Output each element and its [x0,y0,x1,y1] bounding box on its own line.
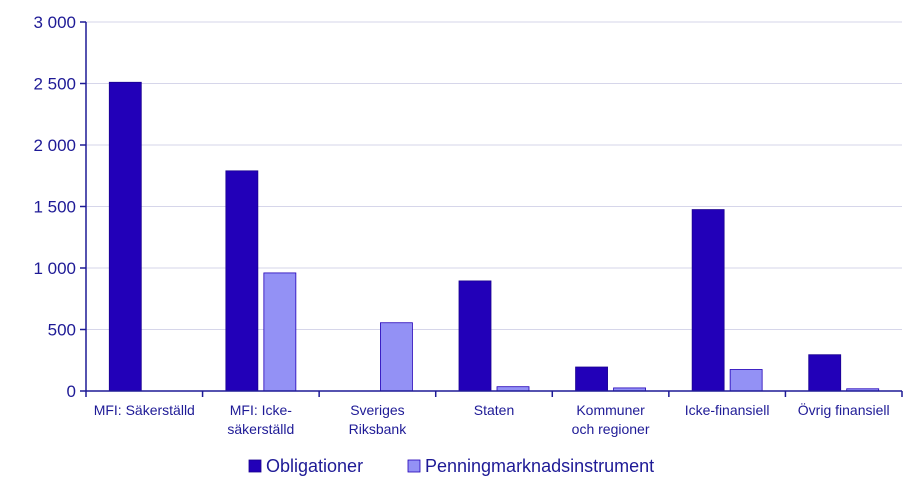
y-tick-label: 1 000 [33,259,76,278]
axes [80,21,903,397]
y-tick-label: 3 000 [33,13,76,32]
x-category-label: Sveriges Riksbank [349,402,408,437]
bar-obligationer [458,280,492,392]
x-category-label: Staten [474,402,514,418]
bar-obligationer [225,170,259,392]
bar-obligationer [575,366,608,392]
legend-label: Penningmarknadsinstrument [425,456,654,476]
y-tick-label: 0 [67,382,76,401]
y-tick-label: 500 [48,321,76,340]
grid-lines [86,21,902,330]
y-tick-label: 2 500 [33,75,76,94]
bar-penningmarknadsinstrument [263,272,297,392]
legend: Obligationer Penningmarknadsinstrument [248,456,654,476]
bars [108,81,880,392]
bar-penningmarknadsinstrument [380,322,413,392]
y-tick-label: 1 500 [33,198,76,217]
legend-swatch [407,459,421,473]
legend-swatch [248,459,262,473]
bar-obligationer [691,209,725,392]
bar-obligationer [108,81,142,392]
x-category-label: MFI: Icke-säkerställd [227,402,294,437]
x-category-labels: MFI: Säkerställd MFI: Icke-säkerställd Sve… [94,401,890,437]
bar-penningmarknadsinstrument [729,369,763,392]
x-category-label: Kommuner och regioner [572,402,650,437]
x-category-label: MFI: Säkerställd [94,402,195,418]
legend-label: Obligationer [266,456,363,476]
x-category-label: Övrig finansiell [798,401,890,418]
x-category-label: Icke-finansiell [685,402,770,418]
bar-obligationer [808,354,842,392]
y-tick-labels: 0 500 1 000 1 500 2 000 2 500 3 000 [33,13,76,401]
y-tick-label: 2 000 [33,136,76,155]
